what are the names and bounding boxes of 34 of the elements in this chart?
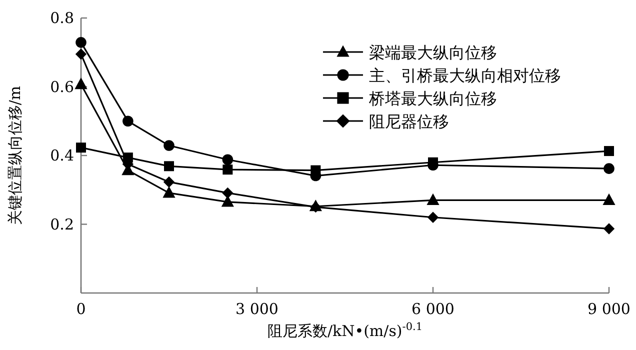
x-tick-label: 3 000 xyxy=(236,300,278,318)
legend-label: 主、引桥最大纵向相对位移 xyxy=(369,66,561,85)
point xyxy=(75,48,87,60)
point xyxy=(222,154,234,166)
point xyxy=(164,140,174,151)
y-tick-label: 0.8 xyxy=(50,9,74,27)
x-axis-title: 阻尼系数/kN•(m/s)$^{-0.1}$ xyxy=(267,321,423,340)
point xyxy=(602,193,616,205)
point xyxy=(74,78,88,90)
legend-label: 梁端最大纵向位移 xyxy=(369,43,497,62)
x-tick-label: 6 000 xyxy=(412,300,454,318)
x-tick-label: 9 000 xyxy=(588,300,630,318)
point xyxy=(604,163,614,174)
point xyxy=(426,193,440,205)
point xyxy=(603,223,615,234)
y-tick-label: 0.6 xyxy=(50,78,74,96)
point xyxy=(428,157,438,168)
point xyxy=(76,37,86,48)
point xyxy=(222,164,233,175)
point xyxy=(222,187,234,199)
legend-label: 桥塔最大纵向位移 xyxy=(368,89,497,108)
point xyxy=(122,116,134,127)
point xyxy=(310,165,321,176)
y-axis-title: 关键位置纵向位移/m xyxy=(6,86,24,226)
point xyxy=(163,176,175,188)
point xyxy=(162,186,176,198)
legend-label: 阻尼器位移 xyxy=(369,112,449,131)
y-tick-label: 0.4 xyxy=(50,146,74,164)
point xyxy=(427,212,439,223)
point xyxy=(164,161,174,172)
point xyxy=(76,142,86,153)
y-tick-label: 0.2 xyxy=(50,215,74,234)
point xyxy=(604,146,614,156)
x-tick-label: 0 xyxy=(76,300,86,318)
